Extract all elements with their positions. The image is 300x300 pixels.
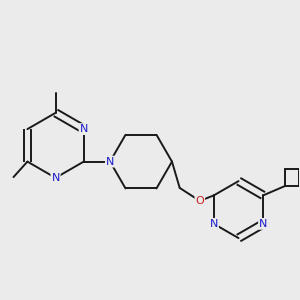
Text: N: N (51, 173, 60, 183)
Text: N: N (210, 219, 218, 229)
Text: N: N (259, 219, 267, 229)
Text: N: N (80, 124, 88, 134)
Text: N: N (106, 157, 114, 166)
Text: O: O (196, 196, 204, 206)
